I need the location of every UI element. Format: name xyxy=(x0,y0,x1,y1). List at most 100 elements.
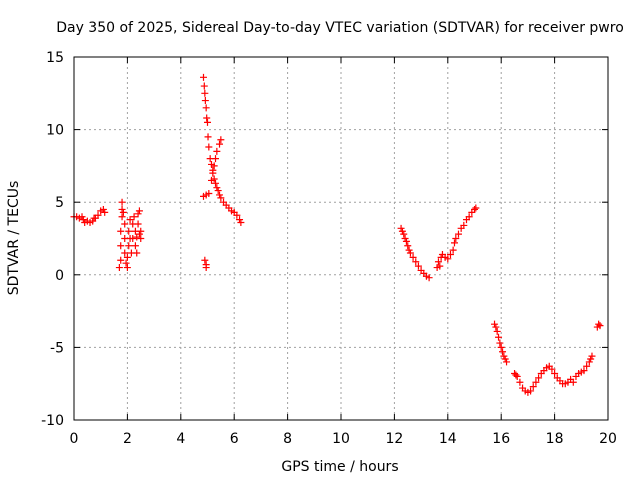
data-point xyxy=(118,213,126,221)
data-point xyxy=(208,176,216,184)
x-tick-label: 18 xyxy=(546,431,564,447)
data-point xyxy=(444,255,452,263)
data-point xyxy=(125,227,133,235)
x-tick-label: 0 xyxy=(70,431,79,447)
data-point xyxy=(595,320,603,328)
data-point xyxy=(425,274,433,282)
x-tick-label: 10 xyxy=(332,431,350,447)
data-point xyxy=(449,246,457,254)
x-tick-label: 14 xyxy=(439,431,457,447)
data-point xyxy=(115,264,123,272)
data-point xyxy=(217,194,225,202)
data-point xyxy=(199,73,207,81)
data-point xyxy=(454,230,462,238)
data-point xyxy=(205,143,213,151)
data-point xyxy=(535,374,543,382)
data-point xyxy=(551,370,559,378)
data-point xyxy=(216,140,224,148)
data-point xyxy=(412,258,420,266)
data-point xyxy=(125,242,133,250)
data-point xyxy=(201,97,209,105)
data-point xyxy=(493,327,501,335)
data-point xyxy=(119,208,127,216)
data-point xyxy=(204,133,212,141)
x-tick-label: 4 xyxy=(176,431,185,447)
data-points xyxy=(70,73,604,396)
data-point xyxy=(133,249,141,257)
data-point xyxy=(446,250,454,258)
data-point xyxy=(596,322,604,330)
data-point xyxy=(217,136,225,144)
data-point xyxy=(118,198,126,206)
data-point xyxy=(94,211,102,219)
data-point xyxy=(212,155,220,163)
x-tick-label: 16 xyxy=(492,431,510,447)
data-point xyxy=(465,213,473,221)
y-tick-label: -5 xyxy=(50,340,64,356)
data-point xyxy=(117,227,125,235)
data-point xyxy=(516,378,524,386)
grid-layer xyxy=(74,57,608,420)
data-point xyxy=(406,249,414,257)
data-point xyxy=(123,264,131,272)
data-point xyxy=(122,259,130,267)
data-point xyxy=(492,323,500,331)
data-point xyxy=(203,114,211,122)
data-point xyxy=(134,220,142,228)
data-point xyxy=(569,378,577,386)
data-point xyxy=(121,220,129,228)
data-point xyxy=(137,235,145,242)
data-point xyxy=(130,213,138,221)
data-point xyxy=(495,333,503,341)
axis-ticks: 0 2 4 6 8 10 12 14 16 18 20 -10 -5 0 5 10 15 xyxy=(41,50,617,447)
data-point xyxy=(471,205,478,213)
data-point xyxy=(101,208,109,216)
data-point xyxy=(434,258,442,266)
data-point xyxy=(237,219,245,227)
data-point xyxy=(121,249,129,257)
y-tick-label: 5 xyxy=(55,195,64,211)
data-point xyxy=(532,378,540,386)
data-point xyxy=(409,253,417,261)
x-tick-label: 8 xyxy=(283,431,292,447)
data-point xyxy=(583,362,591,370)
data-point xyxy=(135,207,143,215)
data-point xyxy=(212,179,220,187)
data-point xyxy=(210,162,218,170)
data-point xyxy=(213,147,221,155)
x-tick-label: 2 xyxy=(123,431,132,447)
data-point xyxy=(527,387,535,395)
data-point xyxy=(400,230,408,238)
y-tick-label: 15 xyxy=(46,50,64,66)
y-tick-label: -10 xyxy=(41,413,64,429)
data-point xyxy=(499,348,507,356)
x-tick-label: 20 xyxy=(599,431,617,447)
data-point xyxy=(131,242,139,250)
data-point xyxy=(209,169,217,177)
y-tick-label: 10 xyxy=(46,123,64,139)
data-point xyxy=(123,253,131,261)
data-point xyxy=(450,239,458,247)
chart-title: Day 350 of 2025, Sidereal Day-to-day VTE… xyxy=(56,20,624,36)
x-tick-label: 12 xyxy=(385,431,403,447)
y-tick-label: 0 xyxy=(55,268,64,284)
y-axis-title: SDTVAR / TECUs xyxy=(6,181,22,296)
data-point xyxy=(202,104,210,112)
data-point xyxy=(513,372,521,380)
data-point xyxy=(205,189,213,197)
data-point xyxy=(452,235,460,242)
data-point xyxy=(436,262,444,270)
data-point xyxy=(402,237,410,245)
data-point xyxy=(529,383,537,391)
data-point xyxy=(200,82,208,90)
data-point xyxy=(496,339,504,347)
data-point xyxy=(512,371,520,379)
data-point xyxy=(204,118,211,126)
data-point xyxy=(580,367,588,375)
data-point xyxy=(548,365,556,373)
data-point xyxy=(129,235,137,242)
data-point xyxy=(202,264,210,272)
data-point xyxy=(503,358,511,366)
data-point xyxy=(137,227,145,235)
